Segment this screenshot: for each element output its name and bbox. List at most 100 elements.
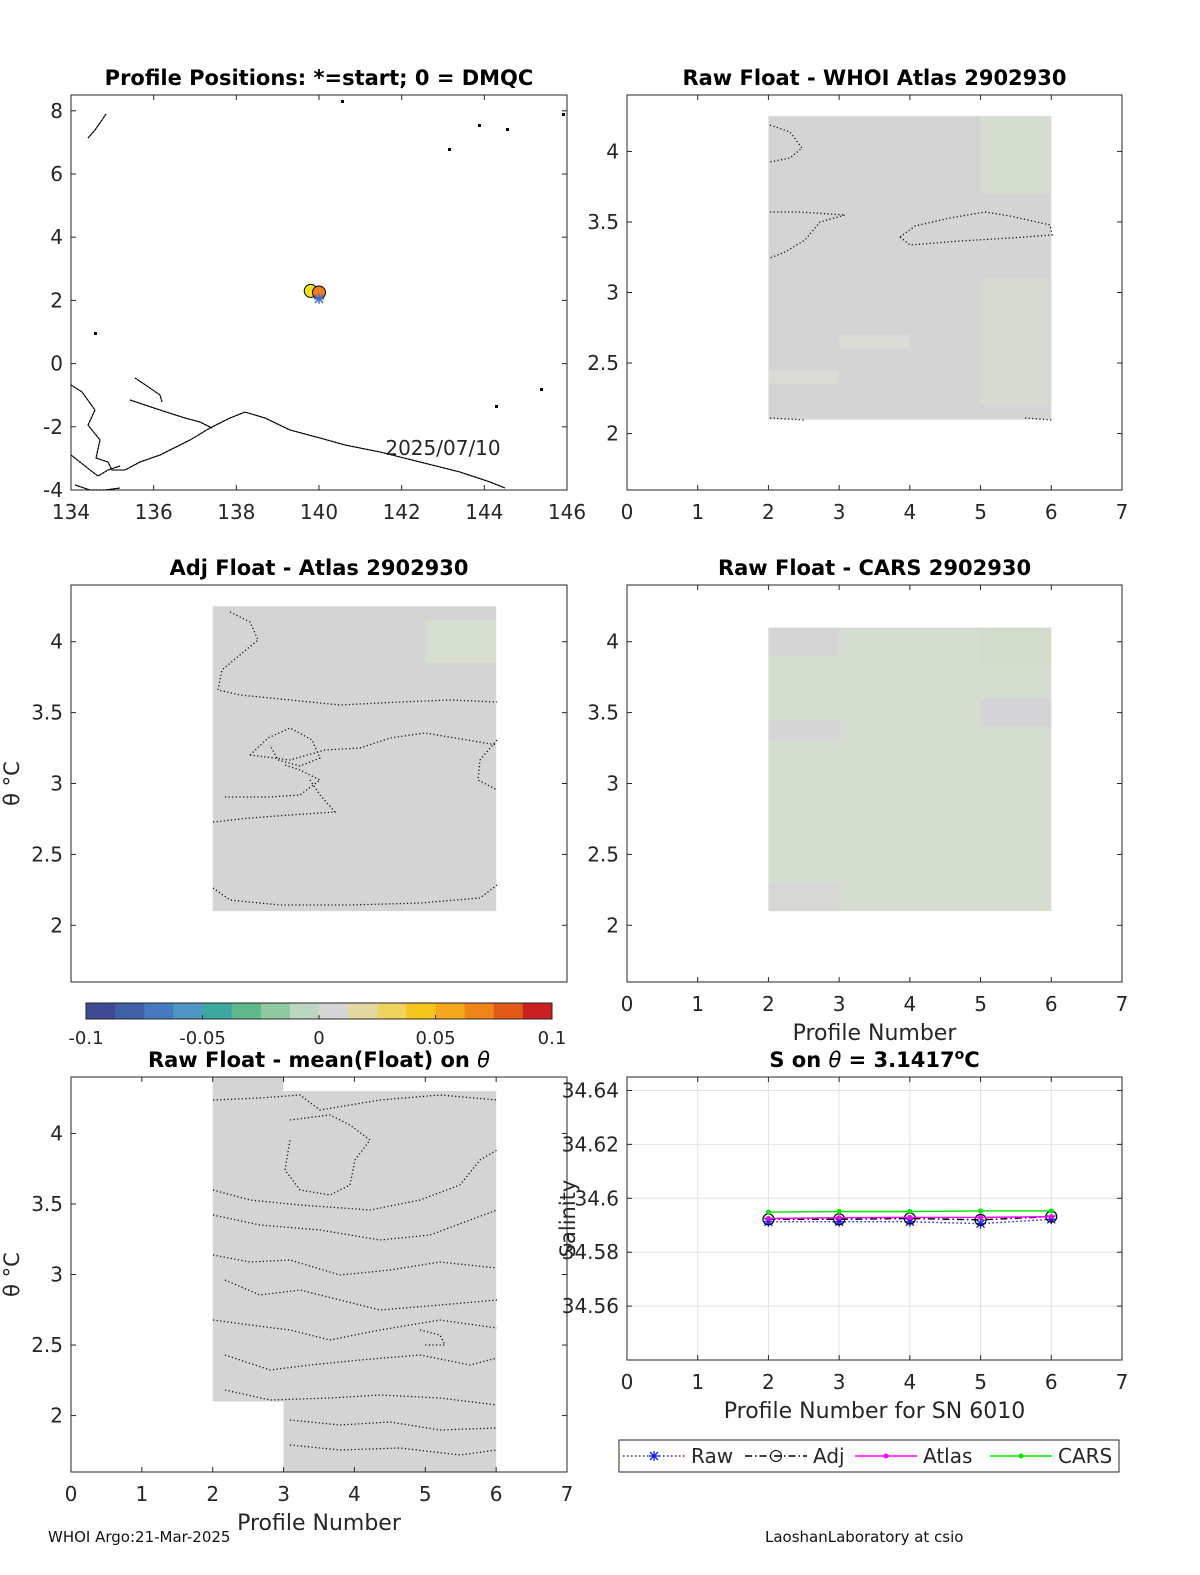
contour-line — [284, 1114, 371, 1196]
x-tick-label: 4 — [348, 1482, 361, 1506]
x-tick-label: 7 — [1116, 500, 1129, 524]
y-tick-label: 3 — [606, 772, 619, 796]
date-annotation: 2025/07/10 — [385, 436, 500, 460]
x-tick-label: 4 — [903, 500, 916, 524]
x-tick-label: 5 — [974, 1370, 987, 1394]
x-tick-label: 1 — [135, 1482, 148, 1506]
contour-line — [212, 1319, 498, 1341]
x-tick-label: 138 — [217, 500, 255, 524]
colorbar-segment — [464, 1003, 495, 1019]
data-point — [907, 1208, 913, 1214]
y-tick-label: 4 — [50, 1121, 63, 1145]
x-tick-label: 7 — [1116, 1370, 1129, 1394]
data-point — [907, 1214, 913, 1220]
x-tick-label: 142 — [383, 500, 421, 524]
colorbar-segment — [173, 1003, 203, 1019]
panel-raw-mean: 0 1 2 3 4 5 6 7 2 2.5 3 3.5 4 Raw Float - mean(Float)… — [0, 1048, 573, 1536]
x-tick-label: 1 — [691, 500, 704, 524]
panel-raw-whoi-atlas: 0 1 2 3 4 5 6 7 2 2.5 3 3.5 4 Raw Float - WHOI Atlas … — [587, 66, 1128, 524]
x-tick-label: 6 — [1045, 992, 1058, 1016]
heatmap-cell — [980, 627, 1052, 663]
colorbar-segment — [435, 1003, 466, 1019]
heatmap-fill — [283, 1091, 497, 1472]
y-axis-label: Salinity — [556, 1180, 580, 1258]
y-tick-label: 2 — [606, 913, 619, 937]
contour-line — [212, 884, 498, 906]
x-tick-label: 2 — [206, 1482, 219, 1506]
contour-line — [224, 1354, 498, 1371]
coastline — [134, 377, 163, 403]
heatmap-cell — [839, 334, 910, 349]
data-point — [834, 1216, 845, 1227]
island — [506, 128, 509, 131]
colorbar-segment — [231, 1003, 262, 1019]
colorbar-segment — [348, 1003, 378, 1019]
x-tick-label: 134 — [52, 500, 90, 524]
x-tick-label: 4 — [903, 1370, 916, 1394]
contour-line — [289, 1419, 498, 1431]
chart-title: Adj Float - Atlas 2902930 — [169, 556, 468, 580]
colorbar-tick-label: -0.1 — [68, 1028, 103, 1049]
y-tick-label: 2 — [50, 288, 63, 312]
x-tick-label: 136 — [135, 500, 173, 524]
y-tick-label: -2 — [43, 415, 63, 439]
y-tick-label: 2 — [50, 1404, 63, 1428]
contour-line — [769, 417, 806, 421]
series-raw — [763, 1214, 1057, 1229]
x-tick-label: 7 — [561, 1482, 574, 1506]
x-tick-label: 2 — [762, 992, 775, 1016]
x-tick-label: 3 — [833, 500, 846, 524]
contour-line — [249, 727, 321, 767]
y-tick-label: 34.6 — [574, 1186, 619, 1210]
x-tick-label: 2 — [762, 500, 775, 524]
colorbar-tick-label: 0.1 — [538, 1028, 567, 1049]
panel-raw-cars: 0 1 2 3 4 5 6 7 2 2.5 3 3.5 4 Raw Float - CARS 290293… — [587, 556, 1128, 1046]
y-tick-label: 0 — [50, 352, 63, 376]
chart-title: Raw Float - CARS 2902930 — [718, 556, 1031, 580]
colorbar-tick-label: 0.05 — [415, 1028, 455, 1049]
colorbar-segment — [260, 1003, 291, 1019]
x-tick-label: 0 — [621, 992, 634, 1016]
data-point — [1046, 1214, 1057, 1225]
chart-title: S on θ = 3.1417oC — [769, 1047, 979, 1072]
y-axis-label: θ °C — [0, 761, 24, 806]
chart-title: Raw Float - WHOI Atlas 2902930 — [682, 66, 1066, 90]
colorbar-segment — [319, 1003, 349, 1019]
x-tick-label: 0 — [621, 500, 634, 524]
data-point — [904, 1216, 915, 1227]
y-tick-label: 3 — [606, 281, 619, 305]
y-tick-label: 4 — [606, 139, 619, 163]
island — [94, 332, 97, 335]
contour-line — [477, 739, 498, 791]
data-point — [836, 1215, 842, 1221]
chart-title: Profile Positions: *=start; 0 = DMQC — [105, 66, 534, 90]
contour-line — [212, 1094, 498, 1111]
y-tick-label: 3.5 — [587, 210, 619, 234]
y-tick-label: 2.5 — [31, 1333, 63, 1357]
y-tick-label: 4 — [50, 225, 63, 249]
start-marker — [314, 293, 324, 304]
heatmap-cell — [980, 116, 1052, 194]
x-tick-label: 4 — [903, 992, 916, 1016]
coastline — [129, 399, 213, 429]
panel-salinity: 0 1 2 3 4 5 6 7 34.56 34.58 34.6 34.62 34.64 Profile … — [556, 1047, 1129, 1473]
data-point — [765, 1209, 771, 1215]
x-tick-label: 5 — [419, 1482, 432, 1506]
colorbar-tick-label: 0 — [313, 1028, 324, 1049]
island — [448, 148, 451, 151]
legend-label: Raw — [691, 1444, 733, 1468]
heatmap-cell — [768, 882, 840, 912]
y-tick-label: 34.64 — [562, 1078, 619, 1102]
contour-line — [225, 764, 322, 798]
y-tick-label: 8 — [50, 99, 63, 123]
y-tick-label: 2 — [606, 422, 619, 446]
x-tick-label: 1 — [691, 992, 704, 1016]
colorbar-segment — [522, 1003, 553, 1019]
colorbar: -0.1 -0.05 0 0.05 0.1 — [68, 1002, 567, 1049]
x-tick-label: 140 — [300, 500, 338, 524]
y-axis-label: θ °C — [0, 1252, 24, 1297]
coastline — [74, 484, 121, 491]
heatmap-fill — [768, 627, 1052, 912]
data-point — [978, 1208, 984, 1214]
